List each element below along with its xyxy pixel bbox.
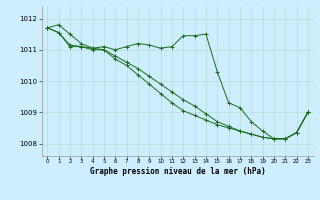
X-axis label: Graphe pression niveau de la mer (hPa): Graphe pression niveau de la mer (hPa) <box>90 167 266 176</box>
